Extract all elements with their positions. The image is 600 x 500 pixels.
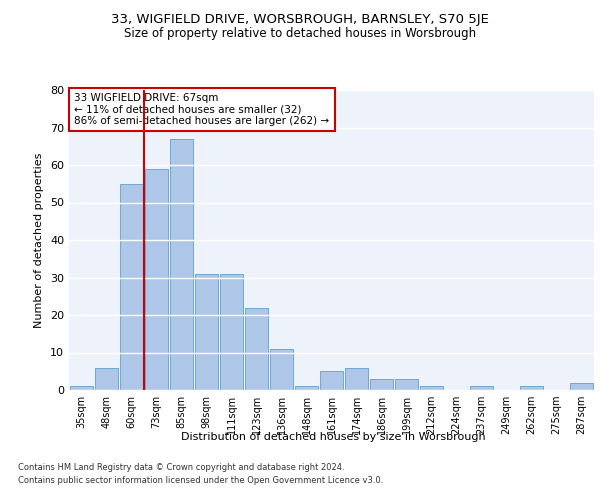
Bar xyxy=(370,379,393,390)
Text: Distribution of detached houses by size in Worsbrough: Distribution of detached houses by size … xyxy=(181,432,485,442)
Text: Contains HM Land Registry data © Crown copyright and database right 2024.: Contains HM Land Registry data © Crown c… xyxy=(18,464,344,472)
Bar xyxy=(95,368,118,390)
Bar xyxy=(245,308,268,390)
Bar xyxy=(70,386,93,390)
Bar xyxy=(420,386,443,390)
Bar xyxy=(195,274,218,390)
Bar xyxy=(520,386,543,390)
Bar xyxy=(220,274,243,390)
Text: Contains public sector information licensed under the Open Government Licence v3: Contains public sector information licen… xyxy=(18,476,383,485)
Text: 33 WIGFIELD DRIVE: 67sqm
← 11% of detached houses are smaller (32)
86% of semi-d: 33 WIGFIELD DRIVE: 67sqm ← 11% of detach… xyxy=(74,93,329,126)
Y-axis label: Number of detached properties: Number of detached properties xyxy=(34,152,44,328)
Bar xyxy=(170,138,193,390)
Bar xyxy=(395,379,418,390)
Bar xyxy=(295,386,318,390)
Bar xyxy=(120,184,143,390)
Bar xyxy=(570,382,593,390)
Bar xyxy=(145,169,168,390)
Bar xyxy=(270,349,293,390)
Bar xyxy=(320,371,343,390)
Bar xyxy=(345,368,368,390)
Text: 33, WIGFIELD DRIVE, WORSBROUGH, BARNSLEY, S70 5JE: 33, WIGFIELD DRIVE, WORSBROUGH, BARNSLEY… xyxy=(111,12,489,26)
Bar xyxy=(470,386,493,390)
Text: Size of property relative to detached houses in Worsbrough: Size of property relative to detached ho… xyxy=(124,28,476,40)
